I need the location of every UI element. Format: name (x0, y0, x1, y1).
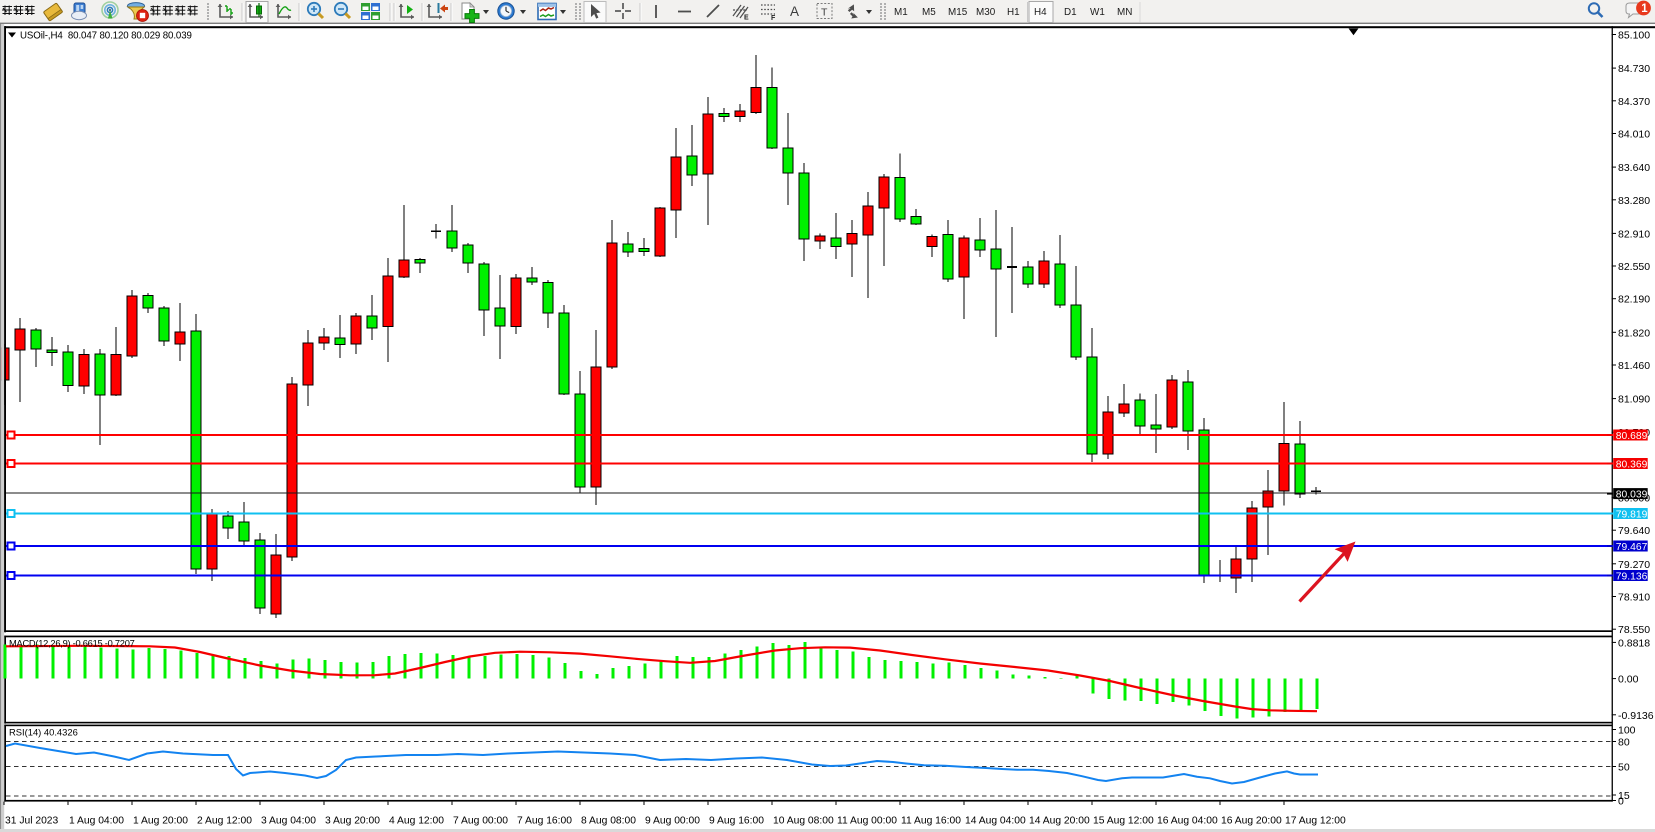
svg-text:80.039: 80.039 (1616, 489, 1648, 500)
svg-text:79.136: 79.136 (1616, 571, 1648, 582)
svg-text:D1: D1 (1064, 7, 1077, 18)
svg-text:8 Aug 08:00: 8 Aug 08:00 (581, 816, 636, 827)
svg-text:83.280: 83.280 (1618, 195, 1650, 207)
svg-text:78.910: 78.910 (1618, 592, 1650, 604)
svg-text:82.550: 82.550 (1618, 261, 1650, 273)
svg-text:79.467: 79.467 (1616, 542, 1648, 553)
svg-text:11 Aug 16:00: 11 Aug 16:00 (901, 816, 961, 827)
svg-text:RSI(14) 40.4326: RSI(14) 40.4326 (9, 727, 78, 738)
svg-text:17 Aug 12:00: 17 Aug 12:00 (1285, 816, 1346, 827)
svg-text:85.100: 85.100 (1618, 30, 1650, 42)
svg-text:2 Aug 12:00: 2 Aug 12:00 (197, 816, 252, 827)
svg-text:81.090: 81.090 (1618, 394, 1650, 406)
svg-text:3 Aug 04:00: 3 Aug 04:00 (261, 816, 316, 827)
svg-text:9 Aug 00:00: 9 Aug 00:00 (645, 816, 700, 827)
svg-text:1: 1 (1641, 3, 1648, 15)
svg-text:79.819: 79.819 (1616, 509, 1648, 520)
svg-text:1 Aug 04:00: 1 Aug 04:00 (69, 816, 124, 827)
svg-text:10 Aug 08:00: 10 Aug 08:00 (773, 816, 834, 827)
svg-text:1 Aug 20:00: 1 Aug 20:00 (133, 816, 188, 827)
svg-text:M30: M30 (976, 7, 996, 18)
svg-text:-0.9136: -0.9136 (1618, 710, 1654, 722)
svg-text:79.270: 79.270 (1618, 559, 1650, 571)
svg-text:84.010: 84.010 (1618, 129, 1650, 141)
svg-text:H1: H1 (1007, 7, 1020, 18)
svg-text:15: 15 (1618, 790, 1630, 802)
svg-text:0.8818: 0.8818 (1618, 637, 1650, 649)
svg-text:50: 50 (1618, 761, 1630, 773)
svg-text:84.370: 84.370 (1618, 96, 1650, 108)
svg-text:84.730: 84.730 (1618, 63, 1650, 75)
svg-text:11 Aug 00:00: 11 Aug 00:00 (837, 816, 897, 827)
svg-text:78.550: 78.550 (1618, 624, 1650, 636)
svg-text:0.00: 0.00 (1618, 674, 1639, 686)
svg-text:M1: M1 (894, 7, 908, 18)
svg-text:14 Aug 04:00: 14 Aug 04:00 (965, 816, 1026, 827)
svg-text:14 Aug 20:00: 14 Aug 20:00 (1029, 816, 1090, 827)
svg-text:83.640: 83.640 (1618, 162, 1650, 174)
svg-text:7 Aug 00:00: 7 Aug 00:00 (453, 816, 508, 827)
svg-text:MACD(12,26,9) -0.6615 -0.7207: MACD(12,26,9) -0.6615 -0.7207 (9, 639, 135, 649)
svg-text:3 Aug 20:00: 3 Aug 20:00 (325, 816, 380, 827)
svg-text:4 Aug 12:00: 4 Aug 12:00 (389, 816, 444, 827)
svg-text:W1: W1 (1090, 7, 1105, 18)
svg-text:F: F (771, 15, 776, 22)
svg-text:100: 100 (1618, 724, 1636, 736)
svg-text:T: T (821, 7, 828, 19)
svg-text:7 Aug 16:00: 7 Aug 16:00 (517, 816, 572, 827)
svg-text:USOil-,H4 80.047 80.120 80.02: USOil-,H4 80.047 80.120 80.029 80.039 (20, 31, 192, 42)
svg-text:80.689: 80.689 (1616, 431, 1648, 442)
svg-text:82.910: 82.910 (1618, 228, 1650, 240)
svg-text:9 Aug 16:00: 9 Aug 16:00 (709, 816, 764, 827)
svg-text:M15: M15 (948, 7, 968, 18)
svg-text:E: E (744, 15, 749, 22)
svg-text:15 Aug 12:00: 15 Aug 12:00 (1093, 816, 1154, 827)
svg-text:80: 80 (1618, 736, 1630, 748)
svg-text:81.460: 81.460 (1618, 360, 1650, 372)
svg-text:31 Jul 2023: 31 Jul 2023 (5, 816, 59, 827)
svg-text:MN: MN (1117, 7, 1132, 18)
svg-text:80.369: 80.369 (1616, 459, 1648, 470)
svg-text:0: 0 (1618, 795, 1624, 807)
svg-text:A: A (790, 4, 799, 19)
svg-text:81.820: 81.820 (1618, 327, 1650, 339)
svg-text:79.640: 79.640 (1618, 525, 1650, 537)
svg-text:16 Aug 20:00: 16 Aug 20:00 (1221, 816, 1282, 827)
svg-text:M5: M5 (922, 7, 936, 18)
svg-text:82.190: 82.190 (1618, 294, 1650, 306)
svg-text:H4: H4 (1034, 7, 1047, 18)
svg-text:16 Aug 04:00: 16 Aug 04:00 (1157, 816, 1218, 827)
